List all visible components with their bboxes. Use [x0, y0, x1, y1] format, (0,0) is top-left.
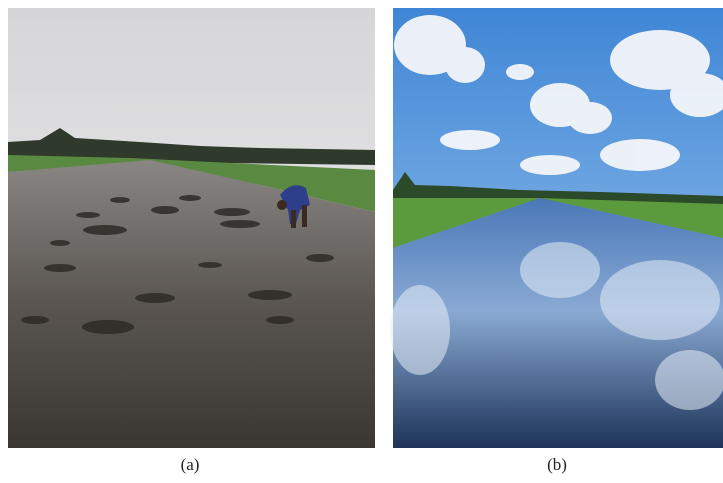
photo-b: [390, 8, 723, 448]
caption: (b): [547, 455, 567, 474]
farmer: [277, 185, 310, 228]
photo-a: [8, 8, 375, 448]
caption: (a): [181, 455, 200, 474]
